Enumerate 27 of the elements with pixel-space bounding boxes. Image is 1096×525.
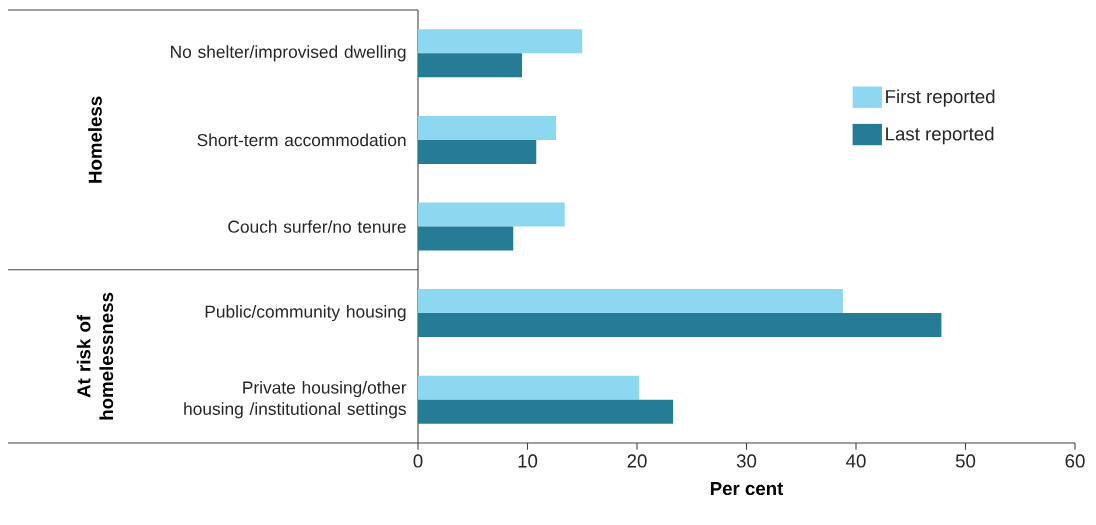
bar bbox=[418, 399, 674, 424]
bar bbox=[418, 375, 640, 400]
x-tick-label: 10 bbox=[518, 454, 538, 468]
y-tick-label: Public/community housing bbox=[205, 305, 406, 322]
bar bbox=[418, 202, 565, 227]
x-tick-label: 60 bbox=[1065, 454, 1085, 468]
legend-label: First reported bbox=[886, 89, 995, 107]
text: Homeless bbox=[88, 96, 102, 183]
text: At risk of homelessness bbox=[76, 292, 114, 420]
x-tick-label: 30 bbox=[736, 454, 757, 468]
bar bbox=[418, 115, 556, 140]
x-tick-label: 20 bbox=[627, 454, 647, 468]
bar bbox=[418, 226, 514, 251]
y-tick-label: Private housing/other housing /institutional settings bbox=[184, 380, 407, 419]
bar bbox=[418, 289, 843, 314]
x-tick-label: 0 bbox=[413, 454, 423, 468]
x-tick-label: 50 bbox=[955, 454, 976, 468]
x-tick-label: 40 bbox=[846, 454, 866, 468]
bar bbox=[418, 53, 523, 78]
bar bbox=[418, 139, 537, 164]
x-axis-title: Per cent bbox=[710, 482, 784, 496]
y-tick-label: No shelter/improvised dwelling bbox=[171, 45, 406, 62]
y-tick-label: Short-term accommodation bbox=[197, 133, 406, 147]
bar bbox=[418, 313, 942, 338]
bar bbox=[418, 29, 583, 54]
legend-label: Last reported bbox=[886, 126, 994, 145]
y-tick-label: Couch surfer/no tenure bbox=[228, 220, 406, 233]
